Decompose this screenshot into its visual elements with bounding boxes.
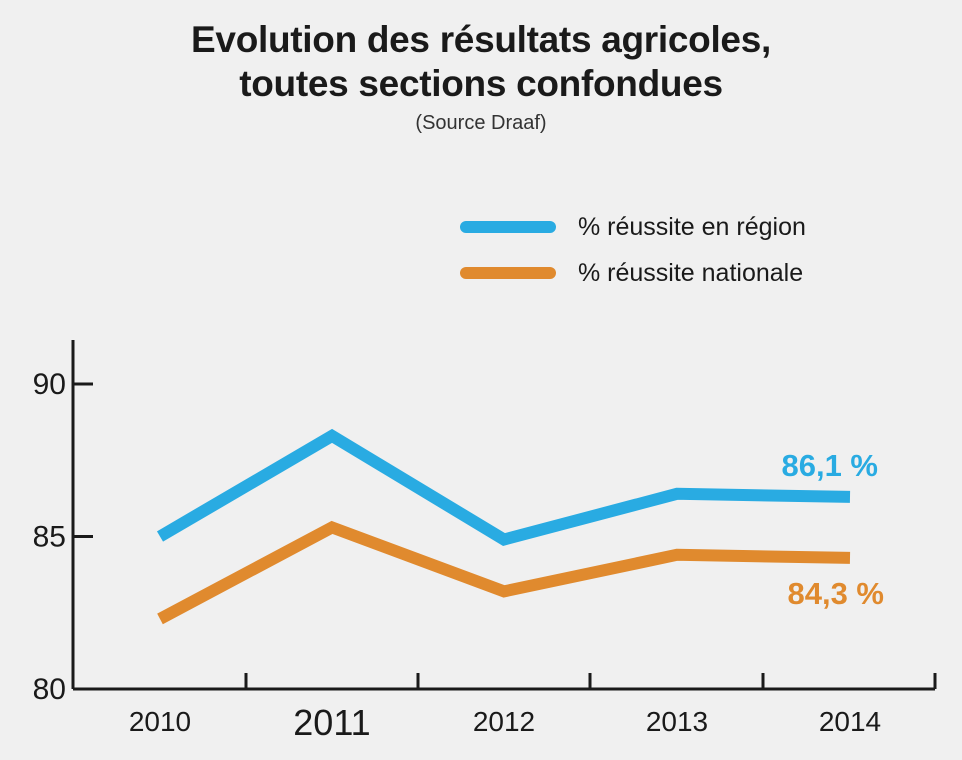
legend-label-national: % réussite nationale <box>578 258 804 287</box>
x-tick-label: 2014 <box>819 706 881 737</box>
chart-title-line2: toutes sections confondues <box>239 63 723 104</box>
chart-title-line1: Evolution des résultats agricoles, <box>191 19 771 60</box>
y-tick-label: 85 <box>33 521 66 554</box>
chart-source: (Source Draaf) <box>415 112 547 134</box>
end-label-national: 84,3 % <box>787 576 884 611</box>
legend-item-national: % réussite nationale <box>460 250 806 296</box>
y-tick-label: 80 <box>33 673 66 706</box>
y-tick-label: 90 <box>33 368 66 401</box>
x-tick-label: 2012 <box>473 706 535 737</box>
legend: % réussite en région % réussite national… <box>460 204 806 296</box>
series-line-0 <box>156 428 851 546</box>
legend-label-region: % réussite en région <box>578 212 806 241</box>
legend-swatch-national <box>460 267 556 279</box>
x-tick-label: 2010 <box>129 706 191 737</box>
legend-item-region: % réussite en région <box>460 204 806 250</box>
x-tick-label: 2013 <box>646 706 708 737</box>
x-tick-label: 2011 <box>293 702 370 743</box>
end-label-region: 86,1 % <box>781 448 878 483</box>
legend-swatch-region <box>460 221 556 233</box>
chart-title: Evolution des résultats agricoles, toute… <box>0 18 962 106</box>
